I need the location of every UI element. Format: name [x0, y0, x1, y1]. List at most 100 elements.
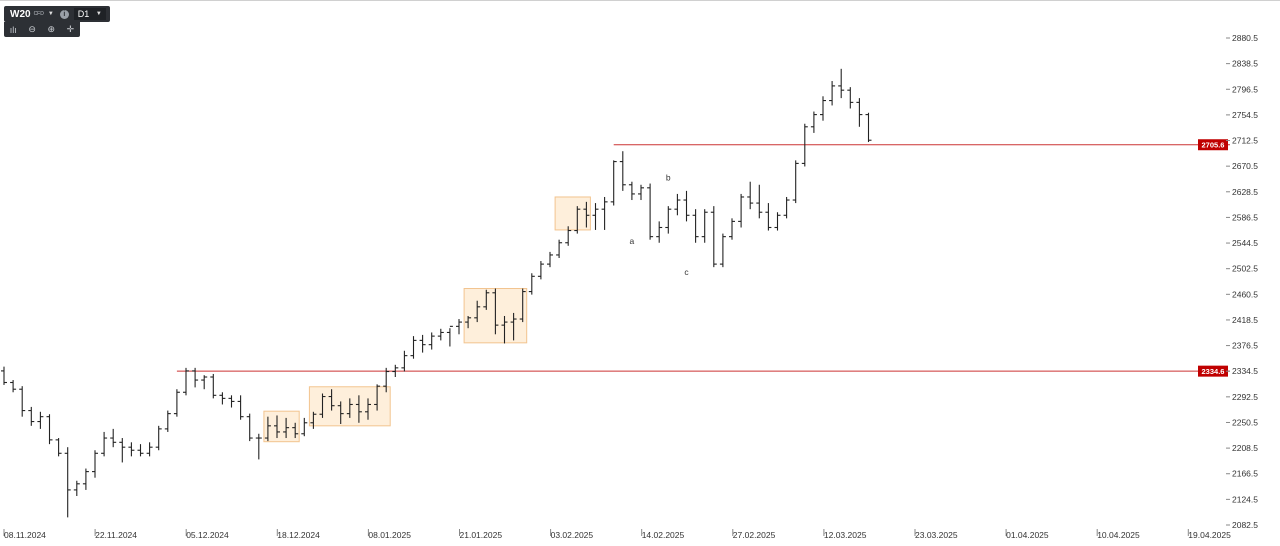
- ohlc-bar[interactable]: [583, 201, 590, 228]
- ohlc-bar[interactable]: [82, 468, 89, 490]
- ohlc-bar[interactable]: [710, 206, 717, 268]
- ohlc-bar[interactable]: [73, 480, 80, 497]
- ohlc-bar[interactable]: [146, 442, 153, 457]
- ohlc-bar[interactable]: [319, 393, 326, 418]
- ohlc-bar[interactable]: [465, 315, 472, 329]
- ohlc-bar[interactable]: [101, 431, 108, 457]
- ohlc-bar[interactable]: [601, 196, 608, 230]
- ohlc-bar[interactable]: [10, 380, 17, 393]
- ohlc-bar[interactable]: [501, 315, 508, 344]
- ohlc-bar[interactable]: [164, 410, 171, 432]
- ohlc-bar[interactable]: [328, 389, 335, 411]
- ohlc-bar[interactable]: [110, 428, 117, 448]
- ohlc-bar[interactable]: [574, 206, 581, 234]
- ohlc-bar[interactable]: [456, 319, 462, 335]
- ohlc-bar[interactable]: [756, 184, 763, 219]
- ohlc-bar[interactable]: [383, 367, 390, 393]
- ohlc-bar[interactable]: [665, 206, 672, 234]
- ohlc-bar[interactable]: [619, 151, 626, 191]
- ohlc-bar[interactable]: [701, 209, 708, 243]
- ohlc-bar[interactable]: [346, 398, 353, 418]
- ohlc-bar[interactable]: [592, 203, 599, 230]
- ohlc-bar[interactable]: [365, 398, 371, 420]
- ohlc-bar[interactable]: [92, 450, 98, 478]
- ohlc-bar[interactable]: [310, 411, 317, 429]
- ohlc-bar[interactable]: [428, 332, 435, 350]
- caret-down-icon[interactable]: ▼: [47, 11, 54, 17]
- ohlc-bar[interactable]: [820, 96, 826, 121]
- ohlc-bar[interactable]: [437, 328, 444, 341]
- ohlc-bar[interactable]: [228, 395, 235, 408]
- ohlc-bar[interactable]: [847, 87, 854, 109]
- ohlc-bar[interactable]: [392, 364, 399, 378]
- ohlc-bar[interactable]: [829, 81, 836, 106]
- ohlc-bar[interactable]: [565, 226, 572, 246]
- bar-style-icon[interactable]: ılı: [9, 24, 17, 35]
- ohlc-bar[interactable]: [301, 417, 308, 437]
- ohlc-bar[interactable]: [446, 325, 453, 347]
- ohlc-bar[interactable]: [401, 350, 408, 372]
- ohlc-bar[interactable]: [192, 367, 199, 388]
- ohlc-bar[interactable]: [537, 261, 544, 280]
- ohlc-bar[interactable]: [683, 190, 690, 222]
- ohlc-bar[interactable]: [137, 444, 144, 457]
- ohlc-bar[interactable]: [128, 442, 135, 457]
- timeframe-caret-down-icon[interactable]: ▼: [95, 11, 102, 17]
- ohlc-bar[interactable]: [838, 68, 845, 99]
- timeframe-select[interactable]: D1 ▼: [73, 8, 106, 20]
- ohlc-bar[interactable]: [774, 212, 781, 231]
- ohlc-bar[interactable]: [729, 218, 735, 240]
- ohlc-bar[interactable]: [692, 209, 699, 243]
- zoom-in-icon[interactable]: ⊕: [47, 24, 56, 34]
- ohlc-bar[interactable]: [255, 433, 262, 460]
- ohlc-bar[interactable]: [419, 334, 426, 353]
- ohlc-bar[interactable]: [155, 425, 162, 451]
- ohlc-bar[interactable]: [64, 447, 71, 518]
- ohlc-bar[interactable]: [283, 417, 290, 439]
- ohlc-bar[interactable]: [719, 233, 726, 268]
- ohlc-bar[interactable]: [264, 416, 271, 442]
- ohlc-bar[interactable]: [28, 406, 35, 426]
- ohlc-bar[interactable]: [547, 251, 553, 268]
- ohlc-bar[interactable]: [374, 384, 381, 411]
- ohlc-bar[interactable]: [528, 273, 535, 295]
- ohlc-bar[interactable]: [638, 184, 644, 201]
- ohlc-bar[interactable]: [792, 160, 799, 204]
- ohlc-bar[interactable]: [210, 373, 217, 399]
- ohlc-bar[interactable]: [556, 239, 563, 259]
- ohlc-bar[interactable]: [410, 336, 417, 359]
- ohlc-bar[interactable]: [46, 414, 53, 445]
- ohlc-bar[interactable]: [810, 111, 817, 133]
- ohlc-bar[interactable]: [337, 401, 344, 424]
- ohlc-bar[interactable]: [55, 438, 62, 457]
- ohlc-bar[interactable]: [519, 288, 526, 323]
- symbol-label[interactable]: W20: [10, 8, 31, 20]
- zoom-out-icon[interactable]: ⊖: [28, 24, 36, 34]
- ohlc-bar[interactable]: [856, 98, 863, 127]
- ohlc-bar[interactable]: [628, 181, 635, 201]
- ohlc-bar[interactable]: [474, 300, 481, 323]
- ohlc-bar[interactable]: [865, 112, 872, 143]
- ohlc-bar[interactable]: [219, 392, 226, 405]
- ohlc-bar[interactable]: [510, 312, 517, 341]
- ohlc-bar[interactable]: [246, 413, 253, 442]
- ohlc-bar[interactable]: [492, 288, 499, 335]
- ohlc-bar[interactable]: [801, 123, 808, 167]
- ohlc-bar[interactable]: [738, 193, 745, 228]
- ohlc-bar[interactable]: [483, 289, 490, 310]
- ohlc-bar[interactable]: [173, 389, 180, 417]
- crosshair-icon[interactable]: ✛: [66, 24, 75, 34]
- ohlc-bar[interactable]: [355, 395, 362, 423]
- ohlc-bar[interactable]: [765, 203, 772, 231]
- symbol-toolbar[interactable]: W20 CFD ▼ i D1 ▼: [4, 6, 110, 22]
- ohlc-bar[interactable]: [647, 183, 654, 240]
- ohlc-bar[interactable]: [19, 386, 26, 417]
- ohlc-bar[interactable]: [747, 181, 754, 210]
- ohlc-bar[interactable]: [610, 160, 617, 206]
- ohlc-bar[interactable]: [1, 366, 7, 385]
- ohlc-bar[interactable]: [237, 395, 244, 420]
- ohlc-bar[interactable]: [292, 422, 299, 439]
- ohlc-bar[interactable]: [201, 375, 208, 390]
- ohlc-bar[interactable]: [183, 367, 189, 396]
